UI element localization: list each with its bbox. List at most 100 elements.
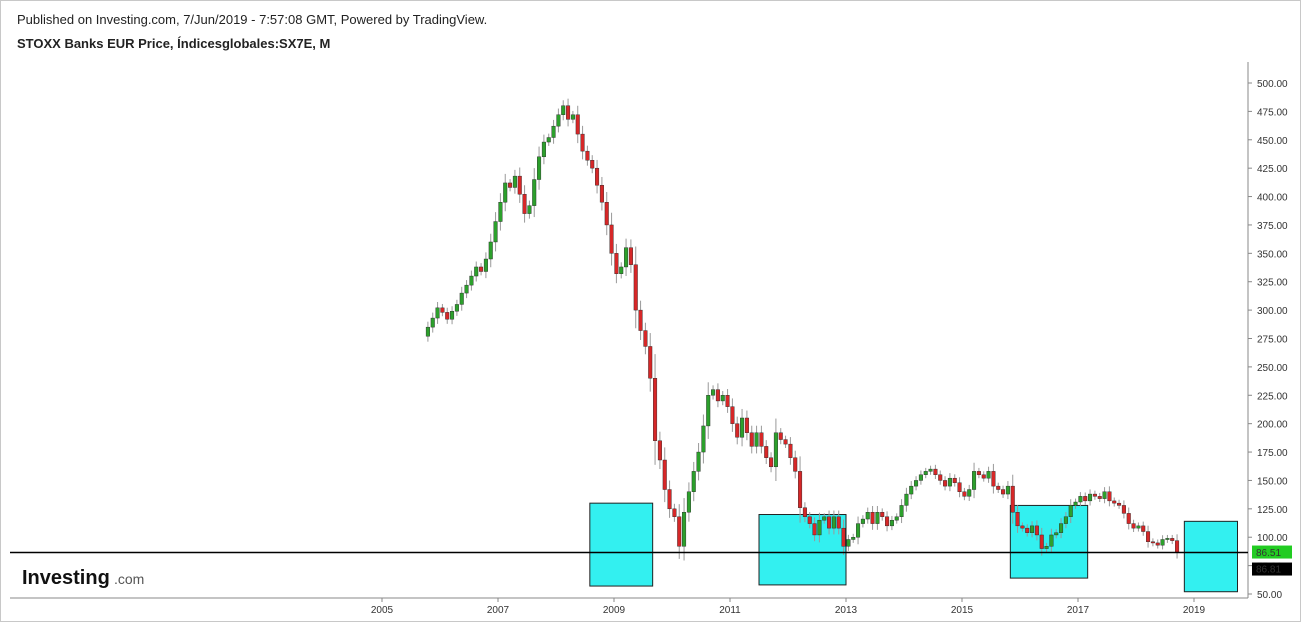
candle-body bbox=[459, 292, 464, 305]
candle-2017-12 bbox=[1131, 519, 1136, 532]
candle-2018-09 bbox=[1175, 534, 1180, 559]
candle-body bbox=[938, 474, 943, 481]
candle-body bbox=[672, 508, 677, 517]
candle-body bbox=[870, 512, 875, 524]
candle-2015-02 bbox=[967, 484, 972, 501]
candle-2015-04 bbox=[976, 467, 981, 479]
candle-2013-11 bbox=[894, 513, 899, 524]
candle-2015-01 bbox=[962, 487, 967, 501]
candle-2007-12 bbox=[551, 119, 556, 144]
candle-body bbox=[653, 378, 658, 441]
candle-body bbox=[875, 512, 880, 524]
candle-2013-02 bbox=[851, 533, 856, 543]
candle-body bbox=[488, 241, 493, 260]
candle-2017-08 bbox=[1112, 497, 1117, 507]
candle-2015-10 bbox=[1005, 481, 1010, 500]
candle-body bbox=[812, 523, 817, 536]
candle-2012-12 bbox=[841, 519, 846, 555]
candle-2017-10 bbox=[1121, 500, 1126, 519]
candle-2018-04 bbox=[1150, 538, 1155, 547]
candle-2018-05 bbox=[1155, 539, 1160, 549]
y-tick-label-6: 350.00 bbox=[1257, 249, 1288, 260]
candle-body bbox=[454, 304, 459, 312]
candle-body bbox=[885, 516, 890, 527]
candle-body bbox=[827, 516, 832, 529]
y-axis-ticks: 500.00 475.00 450.00 425.00 400.00 375.00 350.… bbox=[1248, 79, 1288, 601]
candle-body bbox=[1078, 496, 1083, 503]
candle-body bbox=[474, 266, 479, 277]
candle-2009-10 bbox=[657, 431, 662, 470]
candle-body bbox=[986, 471, 991, 479]
candle-2009-05 bbox=[633, 246, 638, 329]
candle-body bbox=[1155, 542, 1160, 546]
candle-2007-02 bbox=[503, 173, 508, 212]
candle-body bbox=[856, 523, 861, 538]
candle-2005-11 bbox=[430, 312, 435, 333]
candle-2010-12 bbox=[725, 389, 730, 413]
candle-2016-02 bbox=[1025, 524, 1030, 537]
candle-body bbox=[445, 312, 450, 320]
published-note: Published on Investing.com, 7/Jun/2019 -… bbox=[17, 12, 488, 27]
x-tick-label-2: 2009 bbox=[603, 605, 626, 616]
candle-2016-03 bbox=[1030, 521, 1035, 538]
candle-2018-02 bbox=[1141, 521, 1146, 536]
y-tick-label-14: 150.00 bbox=[1257, 476, 1288, 487]
candle-2016-05 bbox=[1039, 527, 1044, 556]
candle-2012-01 bbox=[788, 437, 793, 465]
candle-2006-09 bbox=[479, 263, 484, 276]
candle-body bbox=[793, 457, 798, 472]
candle-body bbox=[469, 275, 474, 286]
candle-body bbox=[648, 346, 653, 379]
candle-2012-08 bbox=[822, 513, 827, 524]
candle-body bbox=[836, 516, 841, 529]
candle-2010-06 bbox=[696, 443, 701, 481]
candle-body bbox=[1102, 491, 1107, 499]
candle-2012-04 bbox=[802, 502, 807, 523]
candle-body bbox=[783, 439, 788, 445]
candle-2011-08 bbox=[764, 440, 769, 464]
y-tick-label-3: 425.00 bbox=[1257, 164, 1288, 175]
candle-2011-05 bbox=[749, 425, 754, 454]
candle-body bbox=[1175, 540, 1180, 553]
candle-body bbox=[522, 194, 527, 214]
candle-2010-03 bbox=[682, 498, 687, 561]
candle-body bbox=[561, 105, 566, 115]
candle-2012-05 bbox=[807, 512, 812, 529]
candle-body bbox=[512, 175, 517, 188]
candle-body bbox=[1025, 527, 1030, 533]
candle-2013-07 bbox=[875, 505, 880, 530]
chart-title[interactable]: STOXX Banks EUR Price, Índicesglobales:S… bbox=[17, 36, 331, 51]
candle-2008-10 bbox=[599, 176, 604, 211]
candle-body bbox=[730, 406, 735, 424]
candle-body bbox=[769, 457, 774, 468]
candle-2009-11 bbox=[662, 447, 667, 503]
candle-2016-04 bbox=[1034, 520, 1039, 541]
candle-body bbox=[643, 330, 648, 347]
candle-2011-02 bbox=[735, 416, 740, 445]
candles bbox=[425, 98, 1180, 561]
candle-body bbox=[450, 311, 455, 320]
candle-2016-12 bbox=[1073, 498, 1078, 509]
candle-2017-06 bbox=[1102, 487, 1107, 504]
candle-body bbox=[735, 423, 740, 438]
candle-body bbox=[508, 182, 513, 188]
candle-2012-03 bbox=[798, 456, 803, 523]
candle-body bbox=[778, 432, 783, 440]
candle-2015-07 bbox=[991, 463, 996, 494]
candle-2013-08 bbox=[880, 508, 885, 521]
candle-2016-07 bbox=[1049, 528, 1054, 553]
candle-2015-12 bbox=[1015, 505, 1020, 533]
candle-2011-04 bbox=[744, 410, 749, 441]
candle-2013-04 bbox=[860, 515, 865, 528]
candle-body bbox=[904, 493, 909, 506]
y-tick-label-9: 275.00 bbox=[1257, 335, 1288, 346]
candle-body bbox=[788, 443, 793, 458]
candle-2012-06 bbox=[812, 517, 817, 542]
highlight-box-0 bbox=[589, 502, 654, 587]
candle-body bbox=[744, 417, 749, 433]
x-axis-ticks: 2005 2007 2009 2011 2013 2015 2017 2019 bbox=[371, 598, 1206, 616]
candle-body bbox=[1030, 525, 1035, 533]
candle-2007-03 bbox=[508, 179, 513, 192]
candle-body bbox=[711, 389, 716, 396]
